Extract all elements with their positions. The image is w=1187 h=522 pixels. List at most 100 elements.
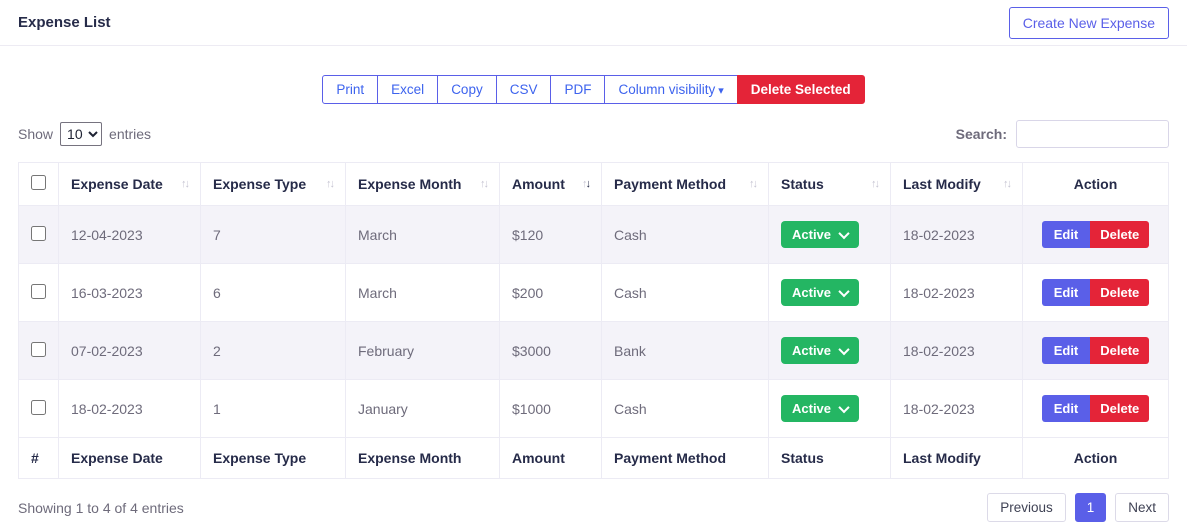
row-checkbox[interactable] (31, 283, 46, 299)
cell-expense-month: March (345, 263, 500, 322)
cell-payment-method: Bank (601, 321, 769, 380)
edit-button[interactable]: Edit (1041, 221, 1091, 248)
sort-icon: ↑↓ (181, 178, 190, 190)
delete-button[interactable]: Delete (1090, 221, 1150, 248)
status-select[interactable]: Active (781, 279, 860, 306)
copy-button[interactable]: Copy (437, 75, 497, 104)
header-last-modify[interactable]: Last Modify ↑↓ (890, 162, 1023, 206)
footer-expense-date: Expense Date (58, 437, 201, 479)
column-visibility-dropdown[interactable]: Column visibility ▾ (604, 75, 738, 104)
edit-button[interactable]: Edit (1041, 395, 1091, 422)
header-expense-month[interactable]: Expense Month ↑↓ (345, 162, 500, 206)
header-amount[interactable]: Amount ↑↓ (499, 162, 602, 206)
caret-down-icon: ▾ (718, 85, 724, 97)
create-new-expense-button[interactable]: Create New Expense (1008, 6, 1169, 39)
table-row: 12-04-2023 7 March $120 Cash Active 18-0… (18, 205, 1169, 264)
table-row: 18-02-2023 1 January $1000 Cash Active 1… (18, 379, 1169, 438)
sort-icon: ↑↓ (326, 178, 335, 190)
cell-last-modify: 18-02-2023 (890, 379, 1023, 438)
cell-amount: $200 (499, 263, 602, 322)
cell-status: Active (768, 205, 891, 264)
select-all-header (18, 162, 59, 206)
cell-status: Active (768, 379, 891, 438)
cell-expense-month: March (345, 205, 500, 264)
header-payment-method[interactable]: Payment Method ↑↓ (601, 162, 769, 206)
entries-label: entries (109, 126, 152, 142)
cell-expense-date: 07-02-2023 (58, 321, 201, 380)
table-footer-row: # Expense Date Expense Type Expense Mont… (18, 437, 1169, 479)
show-label: Show (18, 126, 54, 142)
header-action: Action (1022, 162, 1169, 206)
pdf-button[interactable]: PDF (550, 75, 606, 104)
delete-button[interactable]: Delete (1090, 395, 1150, 422)
next-page-button[interactable]: Next (1115, 493, 1169, 522)
sort-icon: ↑↓ (1003, 178, 1012, 190)
footer-amount: Amount (499, 437, 602, 479)
cell-amount: $1000 (499, 379, 602, 438)
row-checkbox[interactable] (31, 225, 46, 241)
cell-expense-month: January (345, 379, 500, 438)
topbar: Expense List Create New Expense (0, 0, 1187, 46)
cell-status: Active (768, 263, 891, 322)
cell-expense-type: 7 (200, 205, 346, 264)
export-button-group: Print Excel Copy CSV PDF Column visibili… (322, 75, 865, 104)
footer-expense-type: Expense Type (200, 437, 346, 479)
cell-expense-type: 2 (200, 321, 346, 380)
row-checkbox[interactable] (31, 341, 46, 357)
page-1-button[interactable]: 1 (1074, 493, 1107, 522)
print-button[interactable]: Print (322, 75, 379, 104)
chevron-down-icon (838, 343, 850, 355)
table-header-row: Expense Date ↑↓ Expense Type ↑↓ Expense Mo… (18, 162, 1169, 206)
cell-payment-method: Cash (601, 263, 769, 322)
delete-button[interactable]: Delete (1090, 279, 1150, 306)
showing-entries-text: Showing 1 to 4 of 4 entries (18, 499, 184, 516)
edit-button[interactable]: Edit (1041, 337, 1091, 364)
cell-status: Active (768, 321, 891, 380)
footer-payment-method: Payment Method (601, 437, 769, 479)
cell-last-modify: 18-02-2023 (890, 321, 1023, 380)
search-input[interactable] (1016, 120, 1169, 148)
sort-desc-icon: ↑↓ (582, 178, 591, 190)
select-all-checkbox[interactable] (31, 175, 46, 190)
row-checkbox[interactable] (31, 399, 46, 415)
edit-button[interactable]: Edit (1041, 279, 1091, 306)
cell-amount: $120 (499, 205, 602, 264)
delete-button[interactable]: Delete (1090, 337, 1150, 364)
status-select[interactable]: Active (781, 221, 860, 248)
cell-expense-date: 18-02-2023 (58, 379, 201, 438)
sort-icon: ↑↓ (871, 178, 880, 190)
expense-table: Expense Date ↑↓ Expense Type ↑↓ Expense Mo… (18, 162, 1169, 479)
sort-icon: ↑↓ (480, 178, 489, 190)
table-row: 07-02-2023 2 February $3000 Bank Active … (18, 321, 1169, 380)
chevron-down-icon (838, 227, 850, 239)
previous-page-button[interactable]: Previous (987, 493, 1066, 522)
cell-expense-date: 12-04-2023 (58, 205, 201, 264)
footer-expense-month: Expense Month (345, 437, 500, 479)
excel-button[interactable]: Excel (377, 75, 439, 104)
table-row: 16-03-2023 6 March $200 Cash Active 18-0… (18, 263, 1169, 322)
search-label: Search: (955, 126, 1007, 142)
cell-expense-type: 1 (200, 379, 346, 438)
export-toolbar: Print Excel Copy CSV PDF Column visibili… (0, 75, 1187, 104)
cell-last-modify: 18-02-2023 (890, 263, 1023, 322)
chevron-down-icon (838, 401, 850, 413)
cell-last-modify: 18-02-2023 (890, 205, 1023, 264)
footer-action: Action (1022, 437, 1169, 479)
page-size-select[interactable]: 10 (60, 122, 103, 146)
cell-payment-method: Cash (601, 379, 769, 438)
cell-expense-type: 6 (200, 263, 346, 322)
header-status[interactable]: Status ↑↓ (768, 162, 891, 206)
csv-button[interactable]: CSV (495, 75, 552, 104)
page-title: Expense List (18, 14, 111, 31)
search-control: Search: (956, 120, 1169, 148)
status-select[interactable]: Active (781, 337, 860, 364)
header-expense-date[interactable]: Expense Date ↑↓ (58, 162, 201, 206)
table-controls: Show 10 entries Search: (0, 120, 1187, 148)
sort-icon: ↑↓ (749, 178, 758, 190)
cell-payment-method: Cash (601, 205, 769, 264)
header-expense-type[interactable]: Expense Type ↑↓ (200, 162, 346, 206)
pagination: Previous 1 Next (987, 493, 1169, 522)
table-footer-bar: Showing 1 to 4 of 4 entries Previous 1 N… (0, 493, 1187, 522)
status-select[interactable]: Active (781, 395, 860, 422)
delete-selected-button[interactable]: Delete Selected (736, 75, 865, 104)
